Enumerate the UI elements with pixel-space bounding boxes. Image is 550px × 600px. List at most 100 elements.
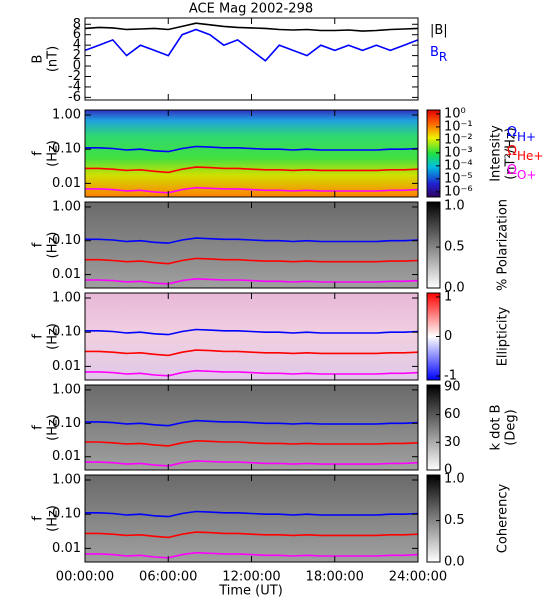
y-tick-label: 0.01: [52, 359, 81, 374]
legend-subscript: O+: [517, 168, 537, 182]
y-axis-label: (Hz): [46, 505, 61, 532]
colorbar-tick-label: 0: [444, 329, 452, 344]
colorbar-tick-label: 60: [444, 407, 461, 422]
y-tick-label: 4: [73, 38, 81, 53]
y-tick-label: -2: [68, 69, 81, 84]
y-axis-label: f: [31, 334, 46, 339]
legend-entry: ΩH+: [507, 125, 536, 144]
legend-name: Ω: [507, 125, 517, 140]
colorbar-tick-label: 0.0: [444, 281, 465, 296]
y-tick-label: 6: [73, 27, 81, 42]
colorbar-label: % Polarization: [496, 199, 511, 291]
legend-entry: BR: [430, 45, 447, 64]
legend-name: Ω: [507, 144, 517, 159]
y-axis-label: (Hz): [46, 232, 61, 259]
colorbar-tick-label: 1.0: [444, 472, 465, 487]
series-line: [85, 237, 419, 244]
y-tick-label: 1.00: [52, 107, 81, 122]
series-line: [85, 439, 419, 447]
legend-name: |B|: [430, 23, 448, 38]
x-tick-label: 06:00:00: [139, 570, 197, 585]
colorbar-tick-label: 10⁻⁵: [444, 171, 473, 186]
colorbar-tick-label: 0: [444, 463, 452, 478]
y-tick-label: 2: [73, 48, 81, 63]
colorbar-tick-label: 10⁻⁶: [444, 184, 473, 199]
colorbar-tick-label: 10⁻⁴: [444, 158, 473, 173]
colorbar: [426, 109, 441, 198]
y-axis-label: f: [31, 516, 46, 521]
y-tick-label: 0: [73, 59, 81, 74]
legend-entry: ΩHe+: [507, 144, 543, 163]
colorbar-tick-label: 0.5: [444, 513, 465, 528]
legend-subscript: R: [439, 50, 447, 64]
series-line: [85, 277, 419, 285]
spectrogram-background: [85, 110, 418, 197]
y-tick-label: 1.00: [52, 199, 81, 214]
spectrogram-background: [85, 475, 418, 562]
y-axis-label: B: [31, 55, 46, 64]
x-axis-label: Time (UT): [218, 584, 283, 599]
legend-entry: ΩO+: [507, 163, 536, 182]
y-tick-label: 1.00: [52, 472, 81, 487]
y-tick-label: 8: [73, 17, 81, 32]
colorbar-label: k dot B: [489, 404, 504, 450]
y-tick-label: 0.10: [52, 325, 81, 340]
series-line: [85, 257, 419, 265]
colorbar-tick-label: 0.0: [444, 555, 465, 570]
spectrogram-background: [85, 293, 418, 380]
colorbar-label: (Deg): [504, 409, 519, 445]
colorbar-tick-label: 10⁻²: [444, 132, 473, 147]
series-line: [85, 145, 419, 153]
spectrogram-background: [85, 202, 418, 288]
colorbar-tick-label: 10⁰: [444, 106, 466, 121]
series-line: [85, 510, 419, 518]
legend-subscript: He+: [517, 149, 543, 163]
x-tick-label: 00:00:00: [56, 570, 114, 585]
colorbar-tick-label: 10⁻³: [444, 145, 473, 160]
colorbar-tick-label: 10⁻¹: [444, 119, 473, 134]
series-line: [84, 22, 419, 32]
series-line: [85, 349, 419, 357]
colorbar-tick-label: -1: [444, 369, 457, 384]
colorbar-tick-label: 90: [444, 379, 461, 394]
colorbar-label: Intensity: [489, 125, 504, 182]
series-line: [85, 460, 419, 467]
colorbar: [426, 384, 441, 471]
y-tick-label: 1.00: [52, 382, 81, 397]
series-line: [85, 166, 419, 174]
legend-entry: |B|: [430, 23, 448, 38]
series-line: [85, 328, 419, 336]
spectrogram-background: [85, 385, 418, 470]
legend-name: B: [430, 45, 439, 60]
y-tick-label: 0.10: [52, 507, 81, 522]
legend-subscript: H+: [517, 130, 536, 144]
x-tick-label: 24:00:00: [389, 570, 447, 585]
colorbar-label: (nT²/Hz): [504, 127, 519, 180]
colorbar-tick-label: 30: [444, 435, 461, 450]
series-line: [84, 28, 419, 62]
colorbar: [426, 474, 441, 563]
y-axis-label: f: [31, 242, 46, 247]
y-tick-label: 0.10: [52, 416, 81, 431]
y-tick-label: -4: [68, 79, 81, 94]
colorbar-tick-label: 0.5: [444, 240, 465, 255]
series-line: [85, 186, 419, 194]
colorbar-tick-label: 1: [444, 289, 452, 304]
series-line: [85, 369, 419, 377]
y-tick-label: 0.10: [52, 233, 81, 248]
series-line: [85, 419, 419, 427]
y-tick-label: -6: [68, 90, 81, 105]
colorbar-label: Ellipticity: [496, 306, 511, 366]
legend-name: Ω: [507, 163, 517, 178]
colorbar-label: Coherency: [496, 483, 511, 553]
chart-title: ACE Mag 2002-298: [189, 2, 313, 17]
y-axis-label: (Hz): [46, 323, 61, 350]
y-axis-label: f: [31, 151, 46, 156]
series-line: [85, 531, 419, 539]
x-tick-label: 12:00:00: [222, 570, 280, 585]
y-tick-label: 0.01: [52, 449, 81, 464]
colorbar-tick-label: 1.0: [444, 199, 465, 214]
colorbar: [426, 201, 441, 289]
y-tick-label: 0.10: [52, 142, 81, 157]
